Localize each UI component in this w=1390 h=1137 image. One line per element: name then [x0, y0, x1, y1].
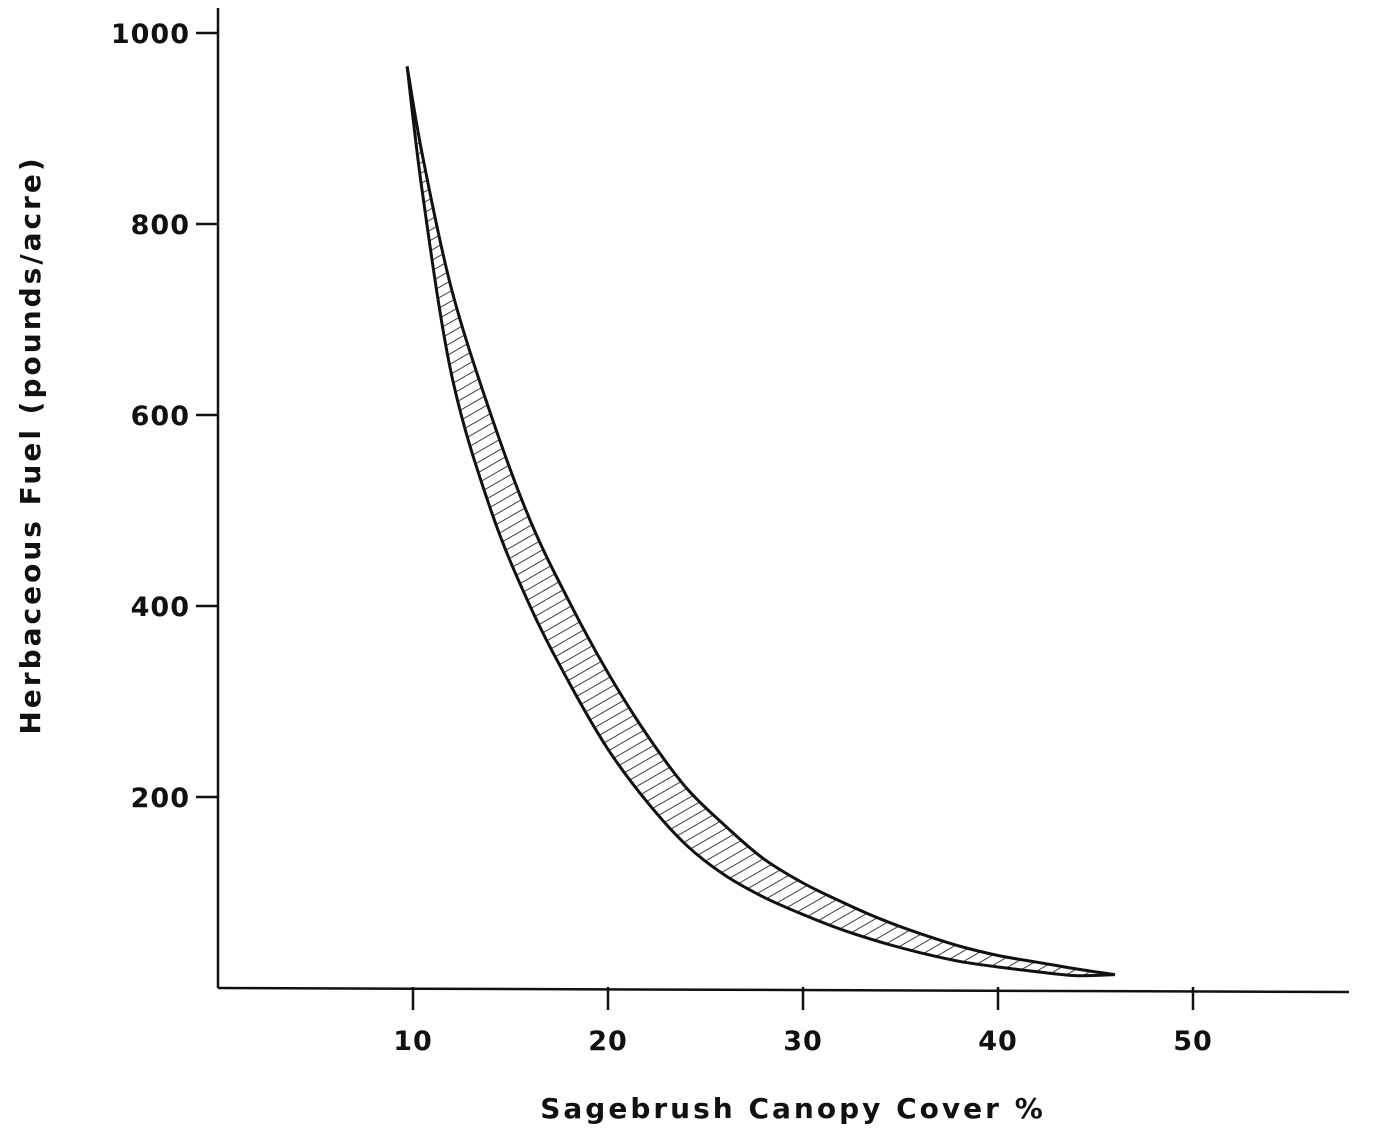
- y-tick-label: 400: [131, 592, 190, 623]
- x-tick-label: 20: [588, 1026, 628, 1057]
- y-tick-label: 800: [131, 210, 190, 241]
- x-tick-label: 50: [1173, 1026, 1213, 1057]
- upper-bound-curve: [405, 66, 1116, 977]
- x-tick-label: 10: [393, 1026, 433, 1057]
- x-tick-label: 30: [783, 1026, 823, 1057]
- y-axis-title: Herbaceous Fuel (pounds/acre): [14, 155, 47, 734]
- x-axis-title: Sagebrush Canopy Cover %: [540, 1092, 1046, 1125]
- y-tick-label: 1000: [111, 19, 190, 50]
- x-axis-line: [217, 986, 1350, 994]
- y-tick-label: 200: [131, 783, 190, 814]
- lower-bound-curve: [405, 66, 1116, 978]
- x-tick-label: 40: [978, 1026, 1018, 1057]
- y-tick-label: 600: [131, 401, 190, 432]
- hatched-band: [407, 66, 1116, 976]
